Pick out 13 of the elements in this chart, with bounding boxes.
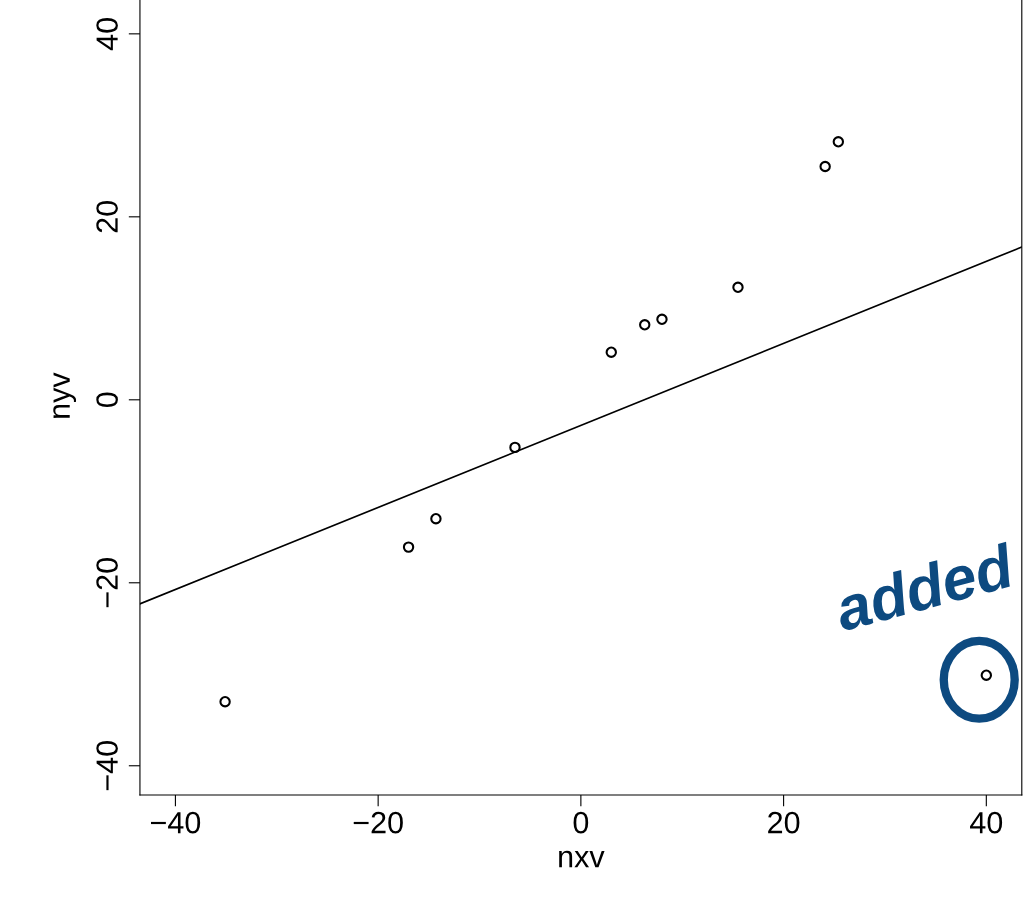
annotation: added [831, 541, 1018, 632]
y-tick-label: −40 [96, 741, 118, 791]
y-tick-label: 20 [96, 201, 118, 233]
x-tick-label: −40 [151, 811, 201, 834]
x-axis-title: nxv [559, 850, 605, 868]
x-tick-label: 0 [573, 811, 589, 834]
y-tick-label: 40 [96, 18, 118, 51]
x-tick-label: 20 [768, 811, 800, 834]
x-tick-label: −20 [353, 811, 403, 834]
x-tick-label: 40 [970, 811, 1003, 834]
y-axis-title: nyv [53, 372, 77, 418]
y-tick-label: −20 [96, 558, 118, 608]
y-tick-label: 0 [96, 392, 118, 408]
